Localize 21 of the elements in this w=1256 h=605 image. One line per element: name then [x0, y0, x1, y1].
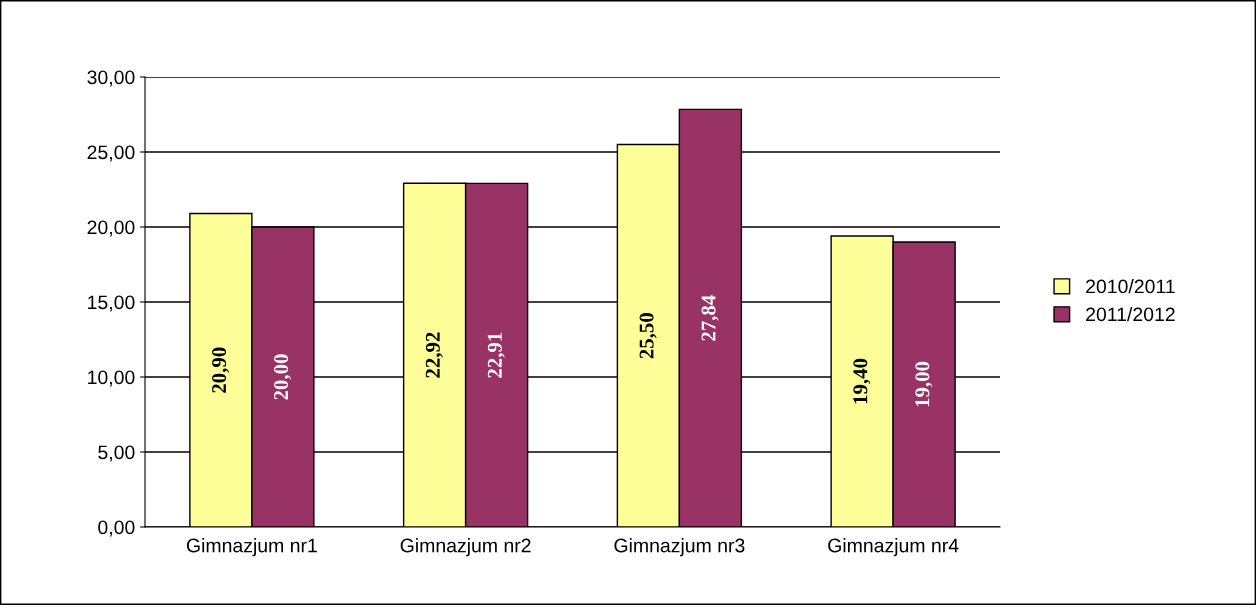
x-tick-label: Gimnazjum nr1: [186, 538, 317, 557]
data-label: 20,90: [212, 347, 230, 393]
y-tick-label: 5,00: [98, 445, 135, 462]
x-tick-label: Gimnazjum nr4: [828, 538, 959, 557]
data-label: 22,92: [425, 332, 443, 378]
data-label: 20,00: [274, 354, 292, 400]
x-tick-label: Gimnazjum nr2: [400, 538, 531, 557]
y-tick-label: 25,00: [87, 145, 135, 162]
x-tick-label: Gimnazjum nr3: [614, 538, 745, 557]
y-tick-label: 0,00: [98, 520, 135, 537]
data-label: 22,91: [487, 332, 505, 378]
y-tick-label: 10,00: [88, 370, 135, 387]
data-label: 19,40: [853, 358, 871, 404]
legend-label: 2011/2012: [1086, 306, 1175, 322]
data-label: 25,50: [639, 313, 657, 359]
data-label: 27,84: [701, 295, 719, 341]
y-tick-label: 15,00: [88, 295, 135, 312]
y-tick-label: 20,00: [87, 220, 135, 237]
data-label: 19,00: [915, 361, 933, 407]
legend-label: 2010/2011: [1086, 279, 1175, 294]
y-tick-label: 30,00: [87, 70, 135, 87]
